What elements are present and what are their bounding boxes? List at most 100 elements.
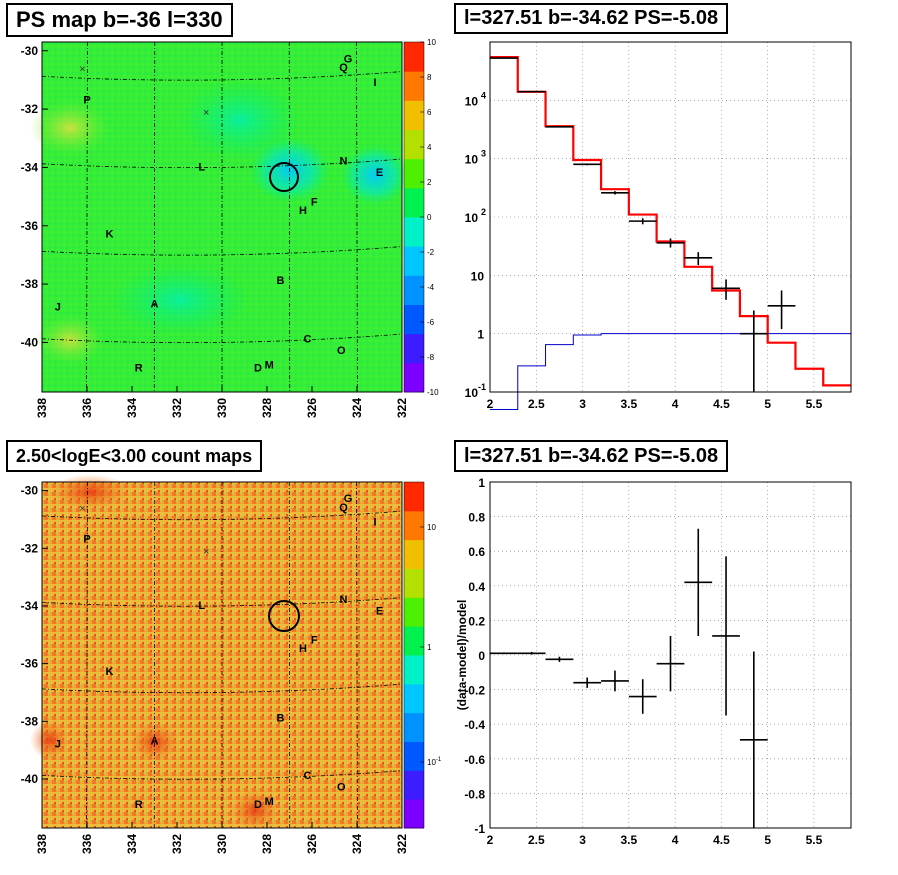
y-tick-label: -0.8 bbox=[464, 787, 485, 801]
ps-map-dip-region bbox=[180, 80, 300, 160]
y-tick-label: 10 bbox=[465, 386, 479, 400]
source-label-o: O bbox=[337, 345, 346, 357]
colorbar-swatch bbox=[404, 129, 424, 160]
source-label-n: N bbox=[340, 156, 348, 168]
x-tick-label: 328 bbox=[260, 398, 274, 418]
meridian-line bbox=[356, 481, 358, 829]
colorbar-swatch bbox=[404, 275, 424, 305]
x-tick-label: 336 bbox=[80, 834, 94, 854]
model-total-line bbox=[490, 56, 851, 387]
source-label-m: M bbox=[265, 360, 274, 372]
colorbar-frame bbox=[403, 481, 425, 829]
colorbar-swatch bbox=[404, 683, 424, 714]
candidate-circle bbox=[268, 600, 300, 632]
x-tick-label: 3 bbox=[579, 833, 586, 847]
x-tick-label: 4 bbox=[672, 833, 679, 847]
colorbar-tick-label: 4 bbox=[427, 143, 432, 152]
source-label-p: P bbox=[83, 534, 90, 546]
x-tick-label: 5.5 bbox=[806, 397, 823, 411]
y-tick-exponent: 3 bbox=[481, 149, 486, 159]
parallel-line bbox=[41, 770, 403, 780]
colorbar-swatch bbox=[404, 158, 424, 189]
source-label-a: A bbox=[151, 298, 159, 310]
cross-marker: × bbox=[203, 546, 209, 558]
source-label-b: B bbox=[277, 275, 285, 287]
ps-map-axes: -30 -32 -34 -36 -38 -40 338 336 334 332 330 328 326 3… bbox=[21, 44, 409, 418]
residual-frame bbox=[489, 481, 852, 829]
x-tick-label: 2 bbox=[487, 833, 494, 847]
count-map-axes: -30 -32 -34 -36 -38 -40 338 336 334 332 330 328 326 3… bbox=[21, 484, 409, 854]
colorbar-swatch bbox=[404, 799, 424, 829]
source-label-b: B bbox=[277, 712, 285, 724]
colorbar-tick-label: 10 bbox=[427, 523, 436, 532]
x-tick-label: 338 bbox=[35, 834, 49, 854]
count-map-title: 2.50<logE<3.00 count maps bbox=[6, 440, 263, 472]
ps-map-title: PS map b=-36 l=330 bbox=[6, 3, 233, 37]
x-tick-label: 326 bbox=[305, 834, 319, 854]
colorbar-tick-label: 6 bbox=[427, 108, 432, 117]
y-tick-label: -0.6 bbox=[464, 753, 485, 767]
x-tick-label: 4.5 bbox=[713, 833, 730, 847]
colorbar-swatch bbox=[404, 655, 424, 685]
count-map: P QG I L N E FH K B A J C O R D M × × bbox=[30, 474, 403, 830]
y-tick-label: -0.4 bbox=[464, 718, 485, 732]
x-tick-label: 324 bbox=[350, 834, 364, 854]
y-tick-label: -40 bbox=[21, 772, 39, 786]
colorbar-swatch bbox=[404, 626, 424, 656]
parallel-line bbox=[41, 246, 403, 256]
y-tick-label: -34 bbox=[21, 599, 39, 613]
source-label-l: L bbox=[198, 161, 205, 173]
source-label-l: L bbox=[198, 600, 205, 612]
y-tick-label: 0.8 bbox=[468, 511, 485, 525]
source-label-j: J bbox=[55, 301, 61, 313]
source-label-a: A bbox=[151, 735, 159, 747]
source-label-d: D bbox=[254, 363, 262, 375]
colorbar-tick-label: 1 bbox=[427, 643, 432, 652]
colorbar-swatch bbox=[404, 304, 424, 335]
colorbar-tick-label: 2 bbox=[427, 178, 432, 187]
parallel-line bbox=[41, 510, 403, 521]
cross-marker: × bbox=[79, 503, 85, 515]
count-map-bright-region bbox=[130, 722, 180, 762]
y-tick-exponent: 4 bbox=[481, 90, 486, 100]
source-label-r: R bbox=[135, 363, 143, 375]
colorbar-swatch bbox=[404, 510, 424, 541]
colorbar-swatch bbox=[404, 362, 424, 393]
cross-marker: × bbox=[79, 63, 85, 75]
candidate-circle bbox=[269, 162, 299, 192]
y-tick-exponent: 2 bbox=[481, 207, 486, 217]
y-tick-label: -38 bbox=[21, 277, 39, 291]
x-tick-label: 322 bbox=[395, 398, 409, 418]
y-tick-label: -38 bbox=[21, 714, 39, 728]
source-label-q: Q bbox=[339, 62, 348, 74]
colorbar-tick-label: -2 bbox=[427, 248, 435, 257]
source-label-c: C bbox=[304, 333, 312, 345]
x-tick-label: 5 bbox=[764, 397, 771, 411]
ps-map-grid bbox=[41, 41, 403, 393]
y-tick-label: 0.4 bbox=[468, 580, 485, 594]
meridian-line bbox=[86, 41, 88, 393]
source-label-f: F bbox=[311, 196, 318, 208]
parallel-line bbox=[41, 597, 403, 607]
y-axis-label: (data-model)/model bbox=[455, 600, 469, 711]
colorbar-swatch bbox=[404, 246, 424, 276]
source-label-i: I bbox=[373, 77, 376, 89]
count-map-bright-region bbox=[50, 474, 130, 510]
colorbar-swatch bbox=[404, 597, 424, 627]
source-label-e: E bbox=[376, 606, 383, 618]
colorbar-tick-label: 10 bbox=[427, 38, 436, 47]
colorbar-swatch bbox=[404, 770, 424, 800]
source-label-h: H bbox=[299, 205, 307, 217]
ps-map-dip-region bbox=[341, 145, 409, 205]
y-tick-label: 1 bbox=[478, 476, 485, 490]
y-tick-label: 0 bbox=[478, 649, 485, 663]
x-tick-label: 5 bbox=[764, 833, 771, 847]
x-tick-label: 5.5 bbox=[806, 833, 823, 847]
colorbar-swatch bbox=[404, 100, 424, 130]
y-tick-label: -30 bbox=[21, 484, 39, 498]
y-tick-label: 0.2 bbox=[468, 614, 485, 628]
y-tick-label: 10 bbox=[465, 94, 479, 108]
colorbar-tick-label: 10-1 bbox=[427, 757, 442, 767]
